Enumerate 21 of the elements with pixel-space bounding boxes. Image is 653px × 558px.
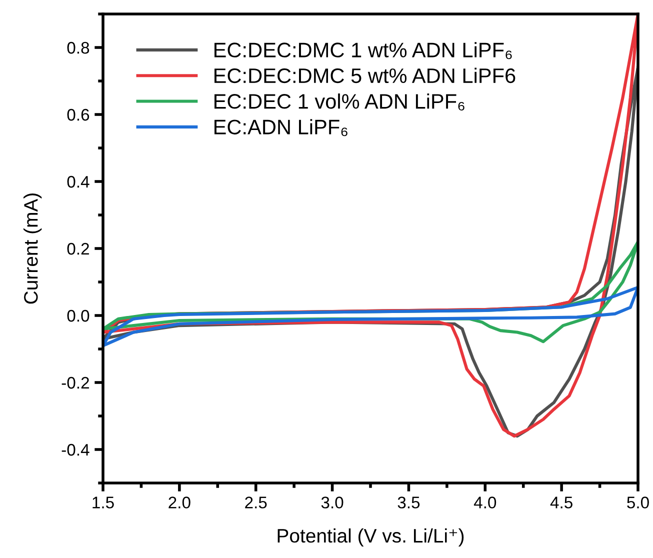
x-tick-label: 4.5 (550, 496, 572, 508)
y-axis-title: Current (mA) (24, 194, 42, 304)
x-tick-label: 4.0 (474, 496, 496, 508)
x-tick-label: 2.5 (245, 496, 267, 508)
x-axis-title: Potential (V vs. Li/Li⁺) (278, 528, 464, 547)
x-tick-label: 2.0 (168, 496, 190, 508)
x-tick-label: 5.0 (627, 496, 649, 508)
x-tick-label: 1.5 (92, 496, 114, 508)
y-tick-label: 0.6 (67, 108, 90, 121)
legend-label: EC:DEC:DMC 1 wt% ADN LiPF₆ (214, 42, 512, 60)
y-tick-label: -0.4 (62, 444, 90, 456)
legend-label: EC:ADN LiPF₆ (214, 119, 348, 136)
x-tick-label: 3.5 (398, 496, 420, 508)
y-tick-label: -0.2 (62, 376, 89, 389)
y-tick-label: 0.4 (67, 176, 90, 188)
legend-label: EC:DEC 1 vol% ADN LiPF₆ (214, 93, 464, 110)
legend-label: EC:DEC:DMC 5 wt% ADN LiPF6 (214, 68, 516, 84)
y-tick-label: 0.8 (67, 42, 90, 54)
x-tick-label: 3.0 (321, 496, 344, 508)
y-tick-label: 0.2 (67, 242, 89, 255)
y-tick-label: 0.0 (67, 310, 90, 322)
